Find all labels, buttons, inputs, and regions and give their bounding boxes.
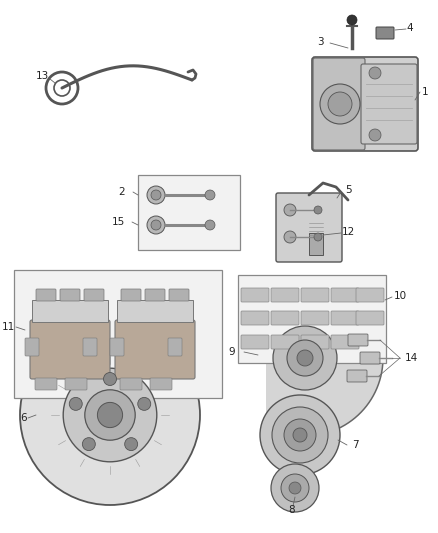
- FancyBboxPatch shape: [331, 288, 359, 302]
- FancyBboxPatch shape: [271, 335, 299, 349]
- Bar: [32, 300, 108, 322]
- Text: 15: 15: [111, 217, 125, 227]
- Text: 4: 4: [407, 23, 413, 33]
- Text: 2: 2: [119, 187, 125, 197]
- FancyBboxPatch shape: [301, 335, 329, 349]
- Circle shape: [297, 350, 313, 366]
- Circle shape: [287, 340, 323, 376]
- Circle shape: [272, 407, 328, 463]
- Circle shape: [260, 395, 340, 475]
- FancyBboxPatch shape: [356, 288, 384, 302]
- FancyBboxPatch shape: [361, 64, 417, 144]
- Circle shape: [138, 398, 151, 410]
- Circle shape: [147, 216, 165, 234]
- Circle shape: [314, 233, 322, 241]
- FancyBboxPatch shape: [120, 378, 142, 390]
- FancyBboxPatch shape: [65, 378, 87, 390]
- Text: 11: 11: [1, 322, 14, 332]
- Circle shape: [97, 402, 123, 427]
- FancyBboxPatch shape: [241, 311, 269, 325]
- FancyBboxPatch shape: [60, 289, 80, 301]
- FancyBboxPatch shape: [241, 288, 269, 302]
- Circle shape: [284, 204, 296, 216]
- FancyBboxPatch shape: [121, 289, 141, 301]
- Circle shape: [63, 368, 157, 462]
- FancyBboxPatch shape: [360, 352, 380, 364]
- Circle shape: [147, 186, 165, 204]
- FancyBboxPatch shape: [376, 27, 394, 39]
- Circle shape: [271, 464, 319, 512]
- Text: 5: 5: [345, 185, 351, 195]
- Bar: [138, 175, 240, 250]
- Text: 7: 7: [352, 440, 358, 450]
- FancyBboxPatch shape: [301, 311, 329, 325]
- FancyBboxPatch shape: [241, 335, 269, 349]
- Text: 1: 1: [422, 87, 428, 97]
- FancyBboxPatch shape: [30, 320, 110, 379]
- FancyBboxPatch shape: [150, 378, 172, 390]
- FancyBboxPatch shape: [301, 288, 329, 302]
- Circle shape: [369, 129, 381, 141]
- Text: 12: 12: [341, 227, 355, 237]
- Text: 6: 6: [21, 413, 27, 423]
- Circle shape: [369, 67, 381, 79]
- Circle shape: [103, 373, 117, 385]
- FancyBboxPatch shape: [25, 338, 39, 356]
- Bar: [309, 233, 323, 255]
- Circle shape: [273, 326, 337, 390]
- Text: 14: 14: [404, 353, 417, 363]
- Circle shape: [205, 190, 215, 200]
- FancyBboxPatch shape: [313, 58, 365, 150]
- Bar: [117, 300, 193, 322]
- FancyBboxPatch shape: [168, 338, 182, 356]
- Circle shape: [328, 92, 352, 116]
- FancyBboxPatch shape: [145, 289, 165, 301]
- FancyBboxPatch shape: [348, 334, 368, 346]
- Circle shape: [85, 390, 135, 440]
- FancyBboxPatch shape: [271, 311, 299, 325]
- Circle shape: [281, 474, 309, 502]
- FancyBboxPatch shape: [271, 288, 299, 302]
- Circle shape: [151, 220, 161, 230]
- Circle shape: [205, 220, 215, 230]
- FancyBboxPatch shape: [347, 370, 367, 382]
- Polygon shape: [266, 280, 383, 436]
- Text: 10: 10: [393, 291, 406, 301]
- Circle shape: [293, 428, 307, 442]
- FancyBboxPatch shape: [356, 311, 384, 325]
- FancyBboxPatch shape: [84, 289, 104, 301]
- Circle shape: [284, 419, 316, 451]
- Text: 9: 9: [229, 347, 235, 357]
- Circle shape: [69, 398, 82, 410]
- Circle shape: [20, 325, 200, 505]
- FancyBboxPatch shape: [331, 335, 359, 349]
- Circle shape: [151, 190, 161, 200]
- Text: 3: 3: [317, 37, 323, 47]
- Bar: [14, 270, 222, 398]
- FancyBboxPatch shape: [331, 311, 359, 325]
- FancyBboxPatch shape: [312, 57, 418, 151]
- FancyBboxPatch shape: [276, 193, 342, 262]
- Bar: [238, 275, 386, 363]
- Circle shape: [289, 482, 301, 494]
- Circle shape: [82, 438, 95, 450]
- FancyBboxPatch shape: [115, 320, 195, 379]
- Circle shape: [284, 231, 296, 243]
- Circle shape: [347, 15, 357, 25]
- Circle shape: [320, 84, 360, 124]
- Text: 13: 13: [35, 71, 49, 81]
- Circle shape: [125, 438, 138, 450]
- FancyBboxPatch shape: [35, 378, 57, 390]
- FancyBboxPatch shape: [110, 338, 124, 356]
- FancyBboxPatch shape: [83, 338, 97, 356]
- Circle shape: [314, 206, 322, 214]
- Text: 8: 8: [289, 505, 295, 515]
- FancyBboxPatch shape: [36, 289, 56, 301]
- FancyBboxPatch shape: [169, 289, 189, 301]
